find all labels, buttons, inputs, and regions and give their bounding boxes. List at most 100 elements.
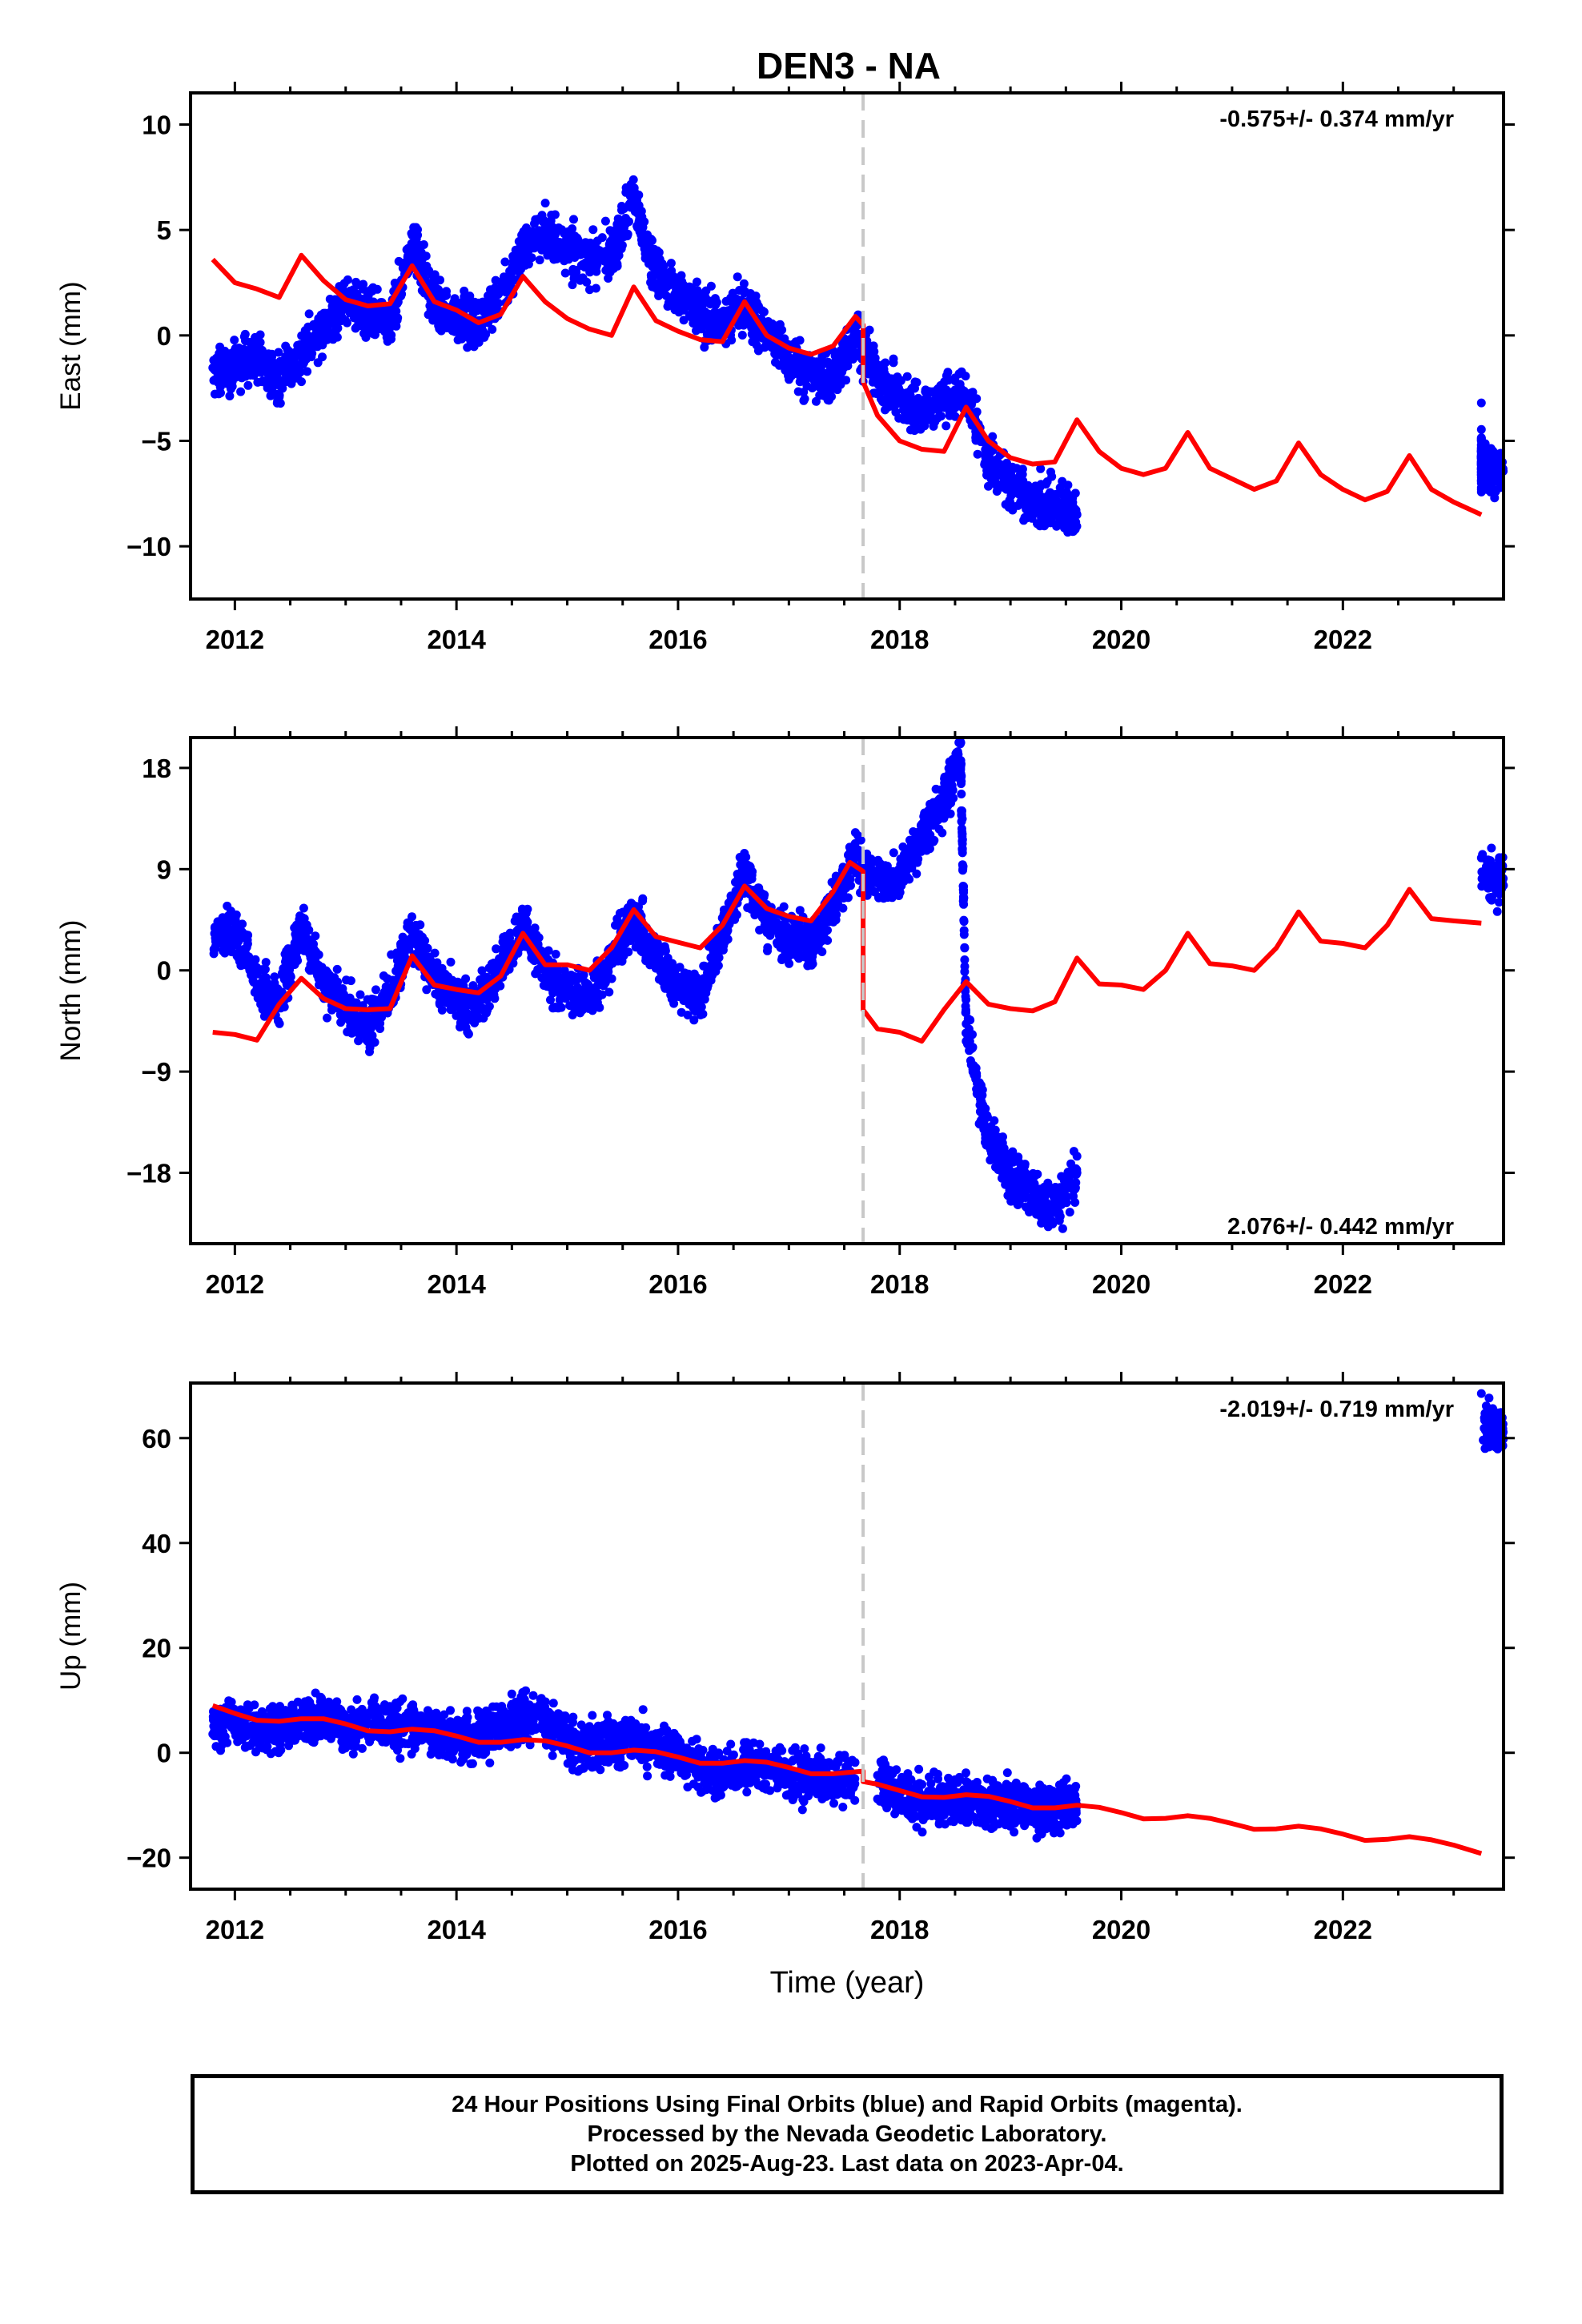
east-data-point	[568, 280, 577, 290]
north-data-point	[442, 974, 452, 983]
east-data-point	[679, 316, 689, 325]
north-data-point	[553, 974, 563, 983]
north-data-point	[263, 987, 273, 996]
east-data-point	[489, 294, 499, 303]
east-data-point	[208, 363, 218, 372]
north-data-point	[484, 963, 494, 973]
north-data-point	[299, 920, 308, 930]
north-data-point	[546, 995, 555, 1005]
east-data-point	[918, 418, 928, 428]
east-ytick-label: 0	[157, 321, 171, 351]
east-data-point	[343, 275, 352, 284]
east-data-point	[708, 317, 717, 327]
east-data-point	[813, 361, 822, 371]
east-data-point	[680, 289, 689, 299]
east-data-point	[752, 340, 761, 350]
east-data-point	[285, 372, 295, 381]
north-data-point	[685, 999, 694, 1009]
north-data-point	[371, 985, 380, 995]
east-data-point	[612, 259, 622, 268]
north-data-point	[253, 993, 263, 1003]
north-data-point	[698, 1009, 708, 1019]
east-data-point	[240, 329, 250, 339]
north-data-point	[838, 903, 848, 913]
east-data-point	[584, 261, 594, 271]
east-data-point	[948, 400, 958, 409]
east-data-point	[215, 348, 224, 358]
east-data-point	[303, 367, 312, 376]
east-data-point	[926, 401, 935, 411]
east-data-point	[964, 392, 974, 401]
north-data-point	[552, 986, 562, 995]
east-data-point	[799, 370, 809, 380]
north-data-point	[398, 932, 408, 942]
east-data-point	[303, 330, 311, 340]
east-data-point	[330, 306, 339, 316]
east-data-point	[771, 357, 780, 367]
east-data-point	[837, 368, 846, 376]
east-data-point	[973, 449, 982, 459]
east-data-point	[214, 389, 223, 399]
east-data-point	[950, 376, 960, 385]
east-data-points	[208, 175, 1508, 537]
north-data-point	[792, 941, 801, 951]
east-data-point	[440, 311, 450, 320]
north-data-point	[482, 1008, 491, 1018]
east-data-point	[457, 323, 467, 332]
north-data-point	[607, 974, 616, 983]
north-data-point	[636, 925, 644, 935]
east-data-point	[546, 248, 556, 258]
north-data-point	[723, 926, 733, 935]
east-data-point	[453, 336, 463, 344]
east-data-point	[331, 329, 340, 339]
east-data-point	[613, 249, 623, 259]
east-xtick-label: 2018	[870, 625, 929, 654]
north-data-point	[395, 959, 404, 968]
east-data-point	[1488, 446, 1498, 456]
east-data-point	[232, 363, 241, 372]
east-data-point	[1054, 501, 1063, 509]
east-data-point	[823, 396, 833, 404]
east-data-point	[879, 364, 889, 374]
chart-title: DEN3 - NA	[757, 45, 941, 86]
east-data-point	[739, 279, 749, 288]
east-data-point	[1066, 493, 1076, 502]
north-data-point	[231, 910, 241, 919]
north-data-point	[322, 978, 331, 987]
east-data-point	[255, 330, 265, 340]
north-data-point	[522, 923, 532, 932]
east-data-point	[1480, 469, 1490, 479]
east-data-point	[367, 287, 377, 296]
east-data-point	[921, 387, 930, 396]
north-data-point	[430, 948, 440, 958]
north-data-point	[456, 978, 465, 987]
east-data-point	[432, 308, 441, 316]
north-data-point	[446, 957, 456, 967]
north-data-point	[752, 905, 761, 915]
north-data-point	[763, 946, 772, 955]
north-data-point	[474, 1003, 484, 1012]
east-data-point	[568, 267, 577, 277]
east-data-point	[500, 257, 510, 267]
east-data-point	[335, 282, 344, 292]
north-data-point	[223, 901, 232, 911]
east-data-point	[392, 299, 402, 308]
north-data-point	[665, 958, 675, 967]
east-data-point	[1063, 528, 1073, 537]
east-data-point	[291, 347, 301, 356]
east-data-point	[394, 256, 404, 266]
east-data-point	[1476, 398, 1486, 408]
east-data-point	[659, 267, 669, 276]
east-data-point	[424, 310, 433, 320]
east-data-point	[319, 314, 328, 324]
east-data-point	[343, 318, 351, 328]
north-data-point	[785, 959, 794, 968]
east-data-point	[1476, 424, 1486, 434]
north-data-point	[709, 963, 719, 973]
north-data-point	[231, 920, 241, 930]
east-xtick-label: 2014	[427, 625, 486, 654]
east-data-point	[737, 331, 747, 340]
east-data-point	[764, 317, 773, 326]
